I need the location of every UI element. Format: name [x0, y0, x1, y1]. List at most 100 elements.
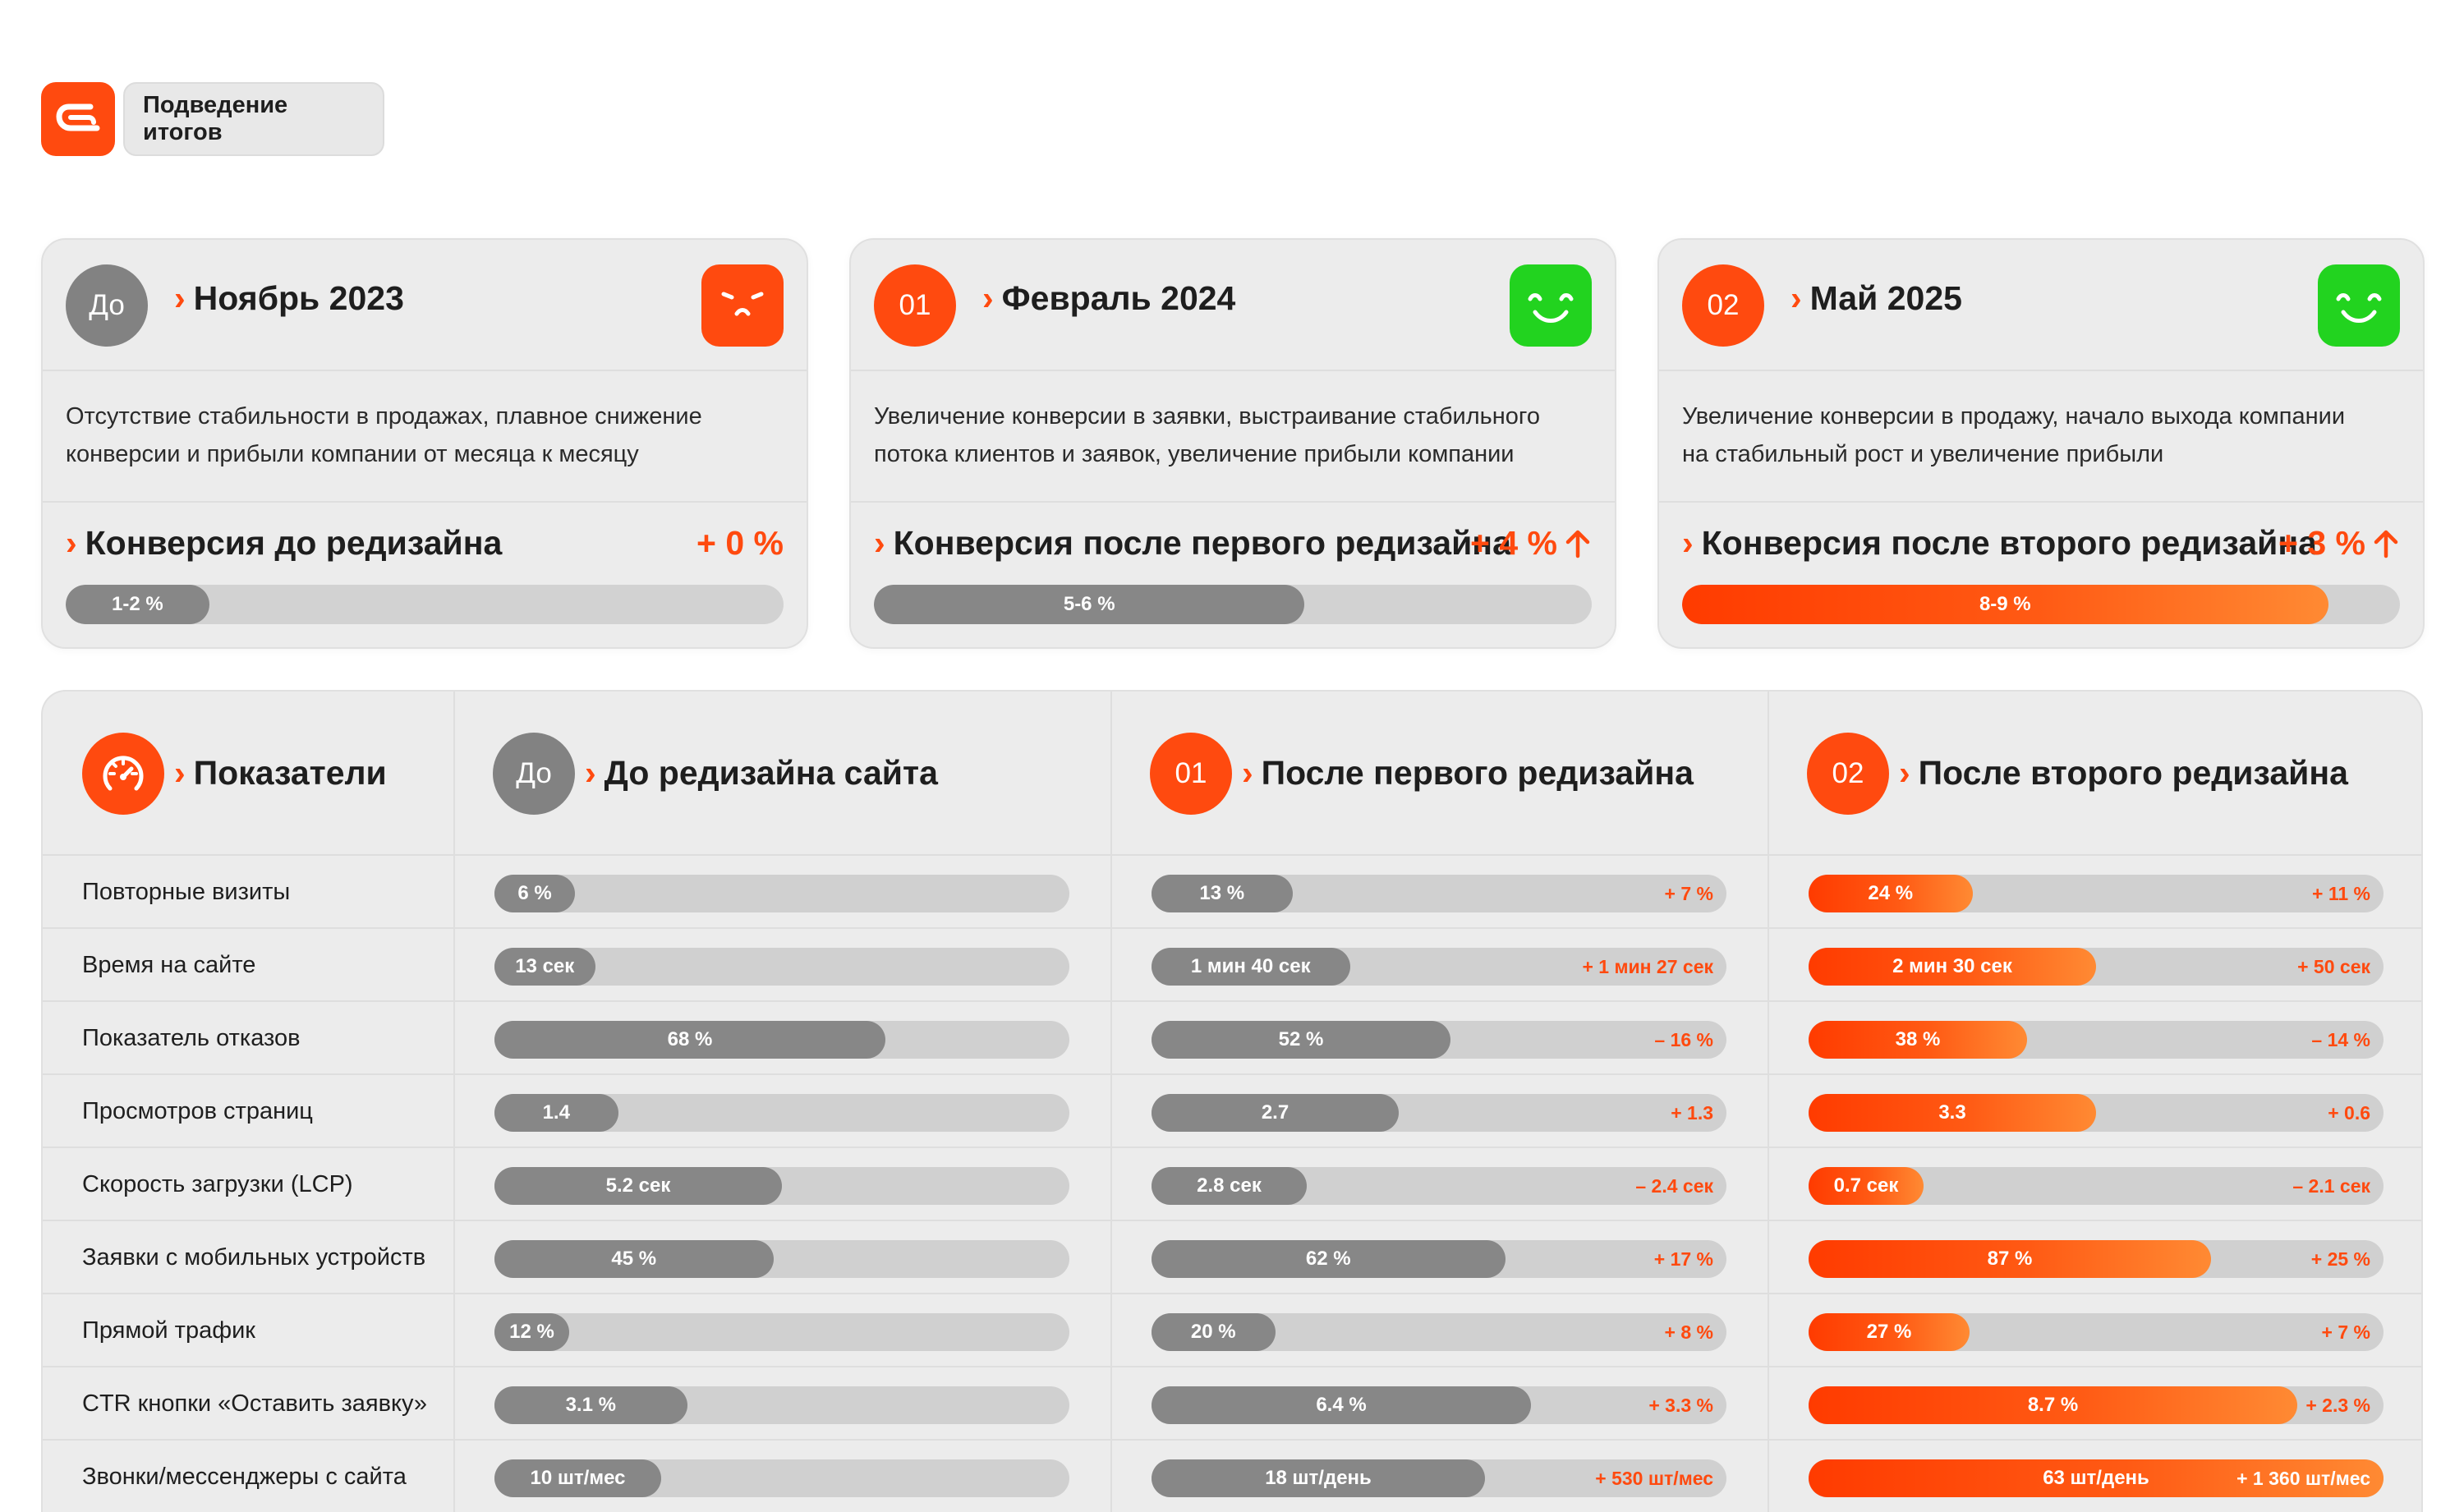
card-header: До › Ноябрь 2023 [43, 240, 807, 371]
table-row: Время на сайте 13 сек 1 мин 40 сек + 1 мин … [43, 929, 2421, 1002]
value-bar-fill: 18 шт/день [1152, 1459, 1485, 1497]
card-description: Отсутствие стабильности в продажах, плав… [66, 398, 788, 473]
value-bar-fill: 6.4 % [1152, 1386, 1531, 1424]
value-bar-track: 45 % [494, 1240, 1069, 1278]
card-header: 01 › Февраль 2024 [851, 240, 1615, 371]
conversion-progress-track: 8-9 % [1682, 585, 2400, 624]
column-divider [1768, 692, 1769, 1512]
value-bar-fill: 13 сек [494, 948, 595, 986]
mood-indicator [701, 264, 784, 347]
column-divider [453, 692, 455, 1512]
chevron-right-icon: › [874, 524, 885, 562]
chevron-right-icon: › [1682, 524, 1694, 562]
value-delta: – 2.1 сек [2292, 1174, 2370, 1197]
value-bar-fill: 45 % [494, 1240, 774, 1278]
swoosh-logo-icon [56, 103, 100, 131]
arrow-up-icon [2374, 530, 2398, 558]
indicators-table: › Показатели До › До редизайна сайта 01 › После… [41, 690, 2423, 1512]
value-delta: + 2.3 % [2305, 1394, 2370, 1416]
stage-badge: 02 [1682, 264, 1764, 347]
stage-badge: 01 [874, 264, 956, 347]
chevron-right-icon: › [1242, 754, 1253, 792]
chevron-right-icon: › [982, 279, 994, 317]
page-title: Подведение итогов [143, 92, 288, 145]
value-delta: + 25 % [2310, 1248, 2370, 1270]
value-delta: + 50 сек [2297, 955, 2370, 977]
value-bar-track: 2.7 + 1.3 [1152, 1094, 1726, 1132]
value-bar-track: 20 % + 8 % [1152, 1313, 1726, 1351]
value-delta: – 2.4 сек [1635, 1174, 1713, 1197]
value-delta: + 3.3 % [1648, 1394, 1713, 1416]
conversion-label-text: Конверсия после первого редизайна [893, 524, 1511, 562]
value-bar-fill: 68 % [494, 1021, 885, 1059]
value-bar-fill: 24 % [1809, 875, 1973, 912]
indicator-label: Скорость загрузки (LCP) [82, 1171, 353, 1197]
conversion-delta: + 0 % [696, 524, 784, 563]
conversion-label-text: Конверсия до редизайна [85, 524, 503, 562]
value-delta: + 7 % [2321, 1321, 2370, 1343]
value-delta: + 17 % [1653, 1248, 1713, 1270]
column-header: 02 › После второго редизайна [1768, 692, 2421, 856]
chevron-right-icon: › [174, 279, 186, 317]
description-line: потока клиентов и заявок, увеличение при… [874, 441, 1515, 467]
table-row: Показатель отказов 68 % 52 % – 16 % 38 % – 14… [43, 1002, 2421, 1075]
summary-card: До › Ноябрь 2023 Отсутствие стабильности в … [41, 238, 808, 649]
value-delta: + 11 % [2312, 882, 2370, 904]
stage-badge: До [493, 733, 575, 815]
value-bar-track: 27 % + 7 % [1809, 1313, 2384, 1351]
table-row: Звонки/мессенджеры с сайта 10 шт/мес 18 шт… [43, 1441, 2421, 1512]
description-line: конверсии и прибыли компании от месяца к… [66, 441, 639, 467]
summary-card: 01 › Февраль 2024 Увеличение конверсии в за… [849, 238, 1616, 649]
indicator-label: Повторные визиты [82, 879, 291, 905]
logo[interactable] [41, 82, 115, 156]
value-bar-track: 68 % [494, 1021, 1069, 1059]
value-delta: – 14 % [2311, 1028, 2370, 1050]
value-bar-track: 18 шт/день + 530 шт/мес [1152, 1459, 1726, 1497]
sad-face-icon [721, 292, 764, 316]
mood-indicator [2318, 264, 2400, 347]
card-title-text: Ноябрь 2023 [193, 279, 404, 317]
conversion-progress-fill: 5-6 % [874, 585, 1305, 624]
value-delta: + 7 % [1664, 882, 1713, 904]
column-header: До › До редизайна сайта [453, 692, 1110, 856]
value-delta: + 1 360 шт/мес [2236, 1467, 2370, 1489]
value-bar-track: 62 % + 17 % [1152, 1240, 1726, 1278]
value-bar-track: 0.7 сек – 2.1 сек [1809, 1167, 2384, 1205]
card-title: › Май 2025 [1791, 279, 1962, 318]
conversion-delta-value: + 4 % [1470, 524, 1557, 562]
card-title: › Февраль 2024 [982, 279, 1235, 318]
value-bar-track: 13 % + 7 % [1152, 875, 1726, 912]
value-bar-fill: 10 шт/мес [494, 1459, 661, 1497]
chevron-right-icon: › [174, 754, 186, 792]
value-bar-track: 6.4 % + 3.3 % [1152, 1386, 1726, 1424]
indicator-label: Показатель отказов [82, 1025, 301, 1051]
column-title: › До редизайна сайта [585, 754, 938, 793]
chevron-right-icon: › [585, 754, 596, 792]
value-bar-track: 1.4 [494, 1094, 1069, 1132]
happy-face-icon [2336, 293, 2382, 323]
value-bar-track: 6 % [494, 875, 1069, 912]
value-bar-fill: 2.7 [1152, 1094, 1399, 1132]
value-bar-track: 1 мин 40 сек + 1 мин 27 сек [1152, 948, 1726, 986]
happy-face-icon [1528, 293, 1574, 323]
stage-badge: До [66, 264, 148, 347]
description-line: Увеличение конверсии в заявки, выстраива… [874, 403, 1540, 430]
table-row: Заявки с мобильных устройств 45 % 62 % + 17… [43, 1221, 2421, 1294]
conversion-progress-fill: 8-9 % [1682, 585, 2328, 624]
indicator-label: Время на сайте [82, 952, 256, 978]
value-bar-fill: 6 % [494, 875, 575, 912]
indicator-label: Просмотров страниц [82, 1098, 313, 1124]
chevron-right-icon: › [1791, 279, 1802, 317]
indicator-label: CTR кнопки «Оставить заявку» [82, 1390, 427, 1417]
value-delta: + 530 шт/мес [1595, 1467, 1713, 1489]
conversion-delta: + 3 % [2278, 524, 2400, 563]
value-bar-track: 8.7 % + 2.3 % [1809, 1386, 2384, 1424]
page-title-chip: Подведение итогов [123, 82, 384, 156]
value-bar-track: 3.1 % [494, 1386, 1069, 1424]
gauge-icon [103, 756, 144, 791]
column-header: 01 › После первого редизайна [1110, 692, 1768, 856]
card-description: Увеличение конверсии в заявки, выстраива… [874, 398, 1597, 473]
conversion-progress-track: 5-6 % [874, 585, 1592, 624]
conversion-delta: + 4 % [1470, 524, 1592, 563]
indicator-label: Заявки с мобильных устройств [82, 1244, 426, 1271]
